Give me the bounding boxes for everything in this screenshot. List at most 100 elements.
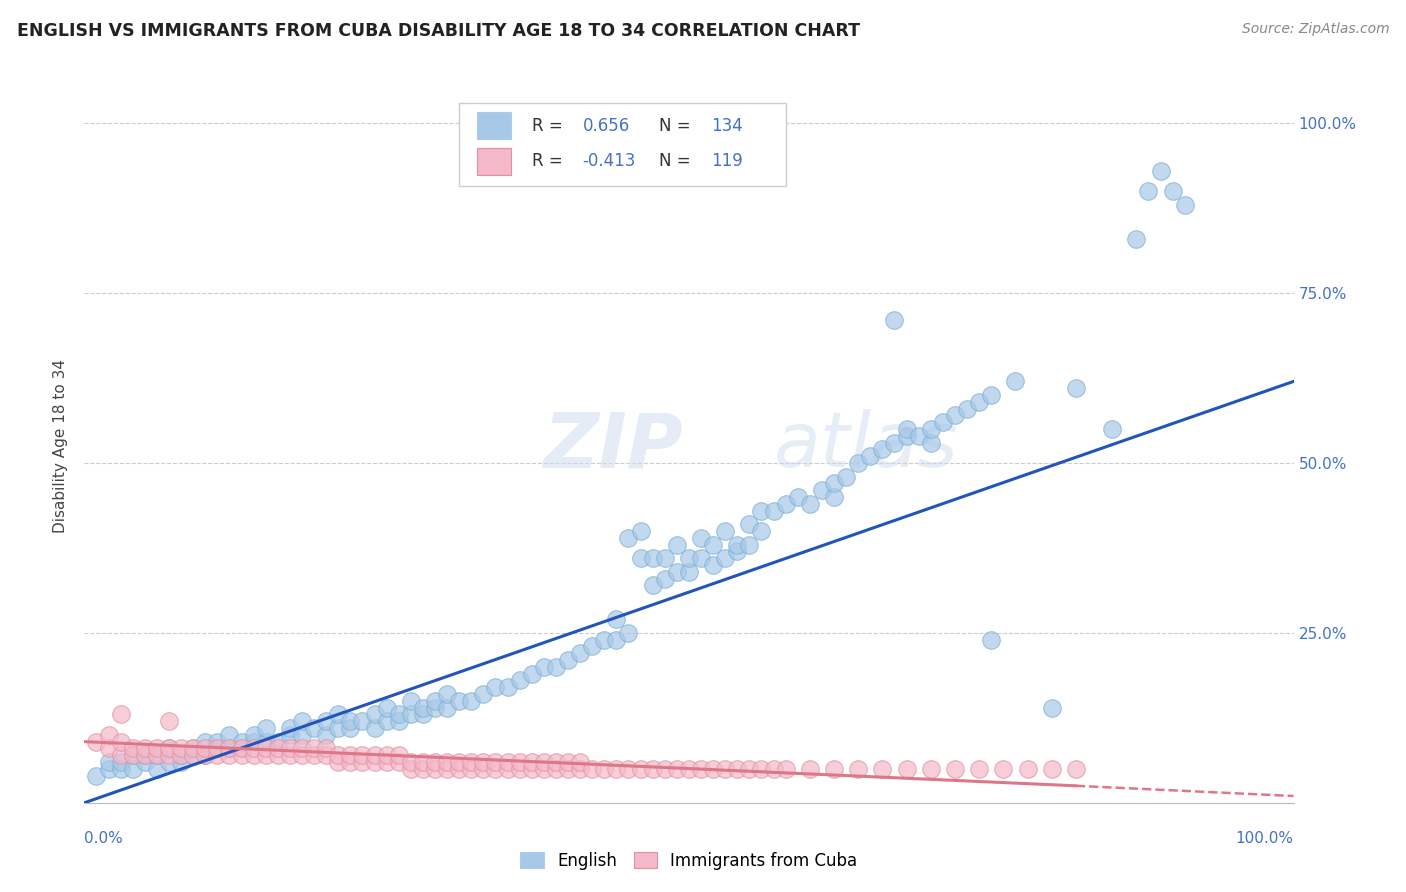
Point [399,707,422,722]
Point [254,721,277,735]
Point [231,734,253,748]
Point [1125,232,1147,246]
FancyBboxPatch shape [478,148,512,175]
Point [134,748,156,763]
Point [920,435,942,450]
Point [569,646,592,660]
Point [496,755,519,769]
Point [725,537,748,551]
Point [110,734,132,748]
Point [110,748,132,763]
Point [846,762,869,776]
Point [339,721,361,735]
Point [181,741,204,756]
Point [943,409,966,423]
Point [388,714,411,729]
Point [339,748,361,763]
Point [714,551,737,566]
Point [315,741,337,756]
Point [218,741,240,756]
Point [328,721,350,735]
Point [399,694,422,708]
Point [375,748,398,763]
Point [1101,422,1123,436]
Point [690,551,713,566]
Point [738,762,761,776]
Point [472,762,495,776]
Point [509,673,531,688]
Point [291,748,314,763]
Point [496,680,519,694]
Point [581,640,603,654]
Point [352,748,374,763]
Point [907,429,929,443]
Point [641,762,664,776]
Point [593,632,616,647]
Point [363,755,385,769]
Point [762,762,785,776]
Point [1137,184,1160,198]
Point [218,728,240,742]
Point [267,748,290,763]
Point [751,762,773,776]
Point [181,748,204,763]
Point [218,748,240,763]
Point [520,762,543,776]
Point [231,741,253,756]
Text: -0.413: -0.413 [582,153,636,170]
Point [967,394,990,409]
Point [872,442,894,457]
Point [412,700,434,714]
Point [375,755,398,769]
Point [581,762,603,776]
Point [654,551,676,566]
Point [484,762,506,776]
Point [520,755,543,769]
Point [436,700,458,714]
Point [86,734,108,748]
Point [170,741,193,756]
Point [218,741,240,756]
Point [157,714,180,729]
Point [460,755,482,769]
Point [883,313,905,327]
Legend: English, Immigrants from Cuba: English, Immigrants from Cuba [513,846,865,877]
Point [194,741,217,756]
Point [194,734,217,748]
Point [943,762,966,776]
Point [690,531,713,545]
Point [630,524,652,538]
Point [121,741,143,756]
Point [920,422,942,436]
Point [714,762,737,776]
Point [630,551,652,566]
Point [605,762,627,776]
Point [932,415,955,429]
Point [363,721,385,735]
Point [1040,700,1063,714]
Point [678,565,700,579]
Point [520,666,543,681]
Point [399,755,422,769]
Text: 0.656: 0.656 [582,117,630,135]
Point [278,748,301,763]
Point [170,748,193,763]
Point [207,734,229,748]
Point [702,558,724,572]
Point [509,755,531,769]
Point [291,728,314,742]
Point [170,755,193,769]
Point [134,755,156,769]
Point [436,687,458,701]
Point [207,741,229,756]
Point [1161,184,1184,198]
Point [315,714,337,729]
Point [751,524,773,538]
Point [278,741,301,756]
Point [654,762,676,776]
Point [388,707,411,722]
Point [665,537,688,551]
Point [967,762,990,776]
Point [231,748,253,763]
Point [146,748,169,763]
